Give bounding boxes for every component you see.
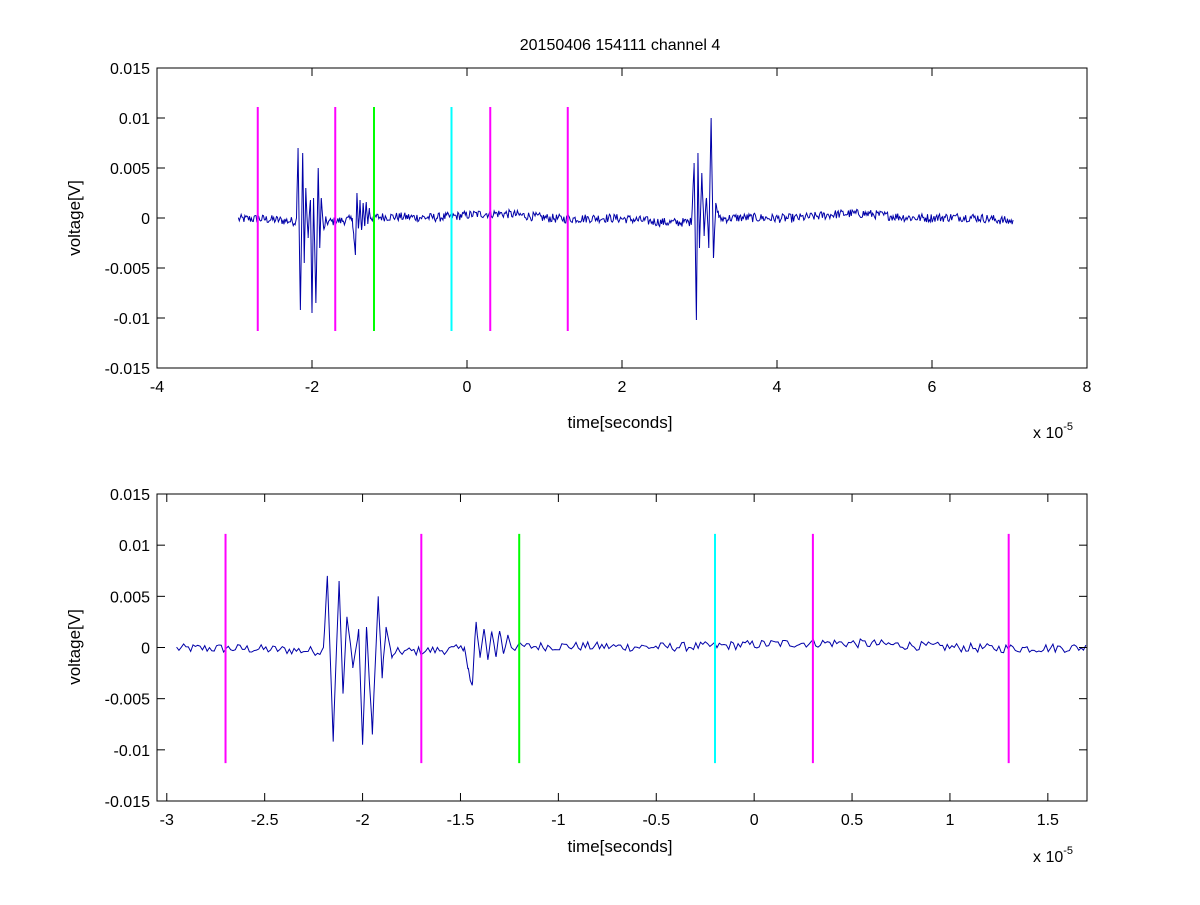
signal-line-top [237, 117, 1014, 321]
x-exponent-power-bottom: -5 [1063, 845, 1073, 857]
vline-group-bottom [224, 533, 1010, 764]
x-tick-label-bottom-4: -1 [551, 812, 565, 829]
x-tick-label-bottom-7: 0.5 [841, 812, 863, 829]
y-tick-label-bottom-0: -0.015 [105, 794, 150, 811]
vline-group-top [256, 107, 569, 331]
x-tick-label-bottom-6: 0 [750, 812, 759, 829]
yticks-bottom: -0.015 -0.01 -0.005 0 0.005 0.01 0.015 [105, 487, 1087, 811]
x-tick-label-bottom-0: -3 [160, 812, 174, 829]
x-tick-label-top-5: 6 [928, 379, 937, 396]
x-axis-label-bottom: time[seconds] [568, 837, 673, 856]
x-exponent-base-bottom: x 10 [1033, 849, 1063, 866]
y-tick-label-top-4: 0.005 [110, 161, 150, 178]
signal-line-bottom [176, 575, 1087, 745]
x-tick-label-top-0: -4 [150, 379, 164, 396]
y-tick-label-top-5: 0.01 [119, 111, 150, 128]
plot-bottom: -3 -2.5 -2 -1.5 -1 -0.5 0 0.5 1 1.5 -0.015-0.01-0… [65, 487, 1088, 866]
x-exponent-power-top: -5 [1063, 421, 1073, 433]
y-tick-label-bottom-3: 0 [141, 641, 150, 658]
x-tick-label-top-4: 4 [773, 379, 782, 396]
y-tick-label-top-2: -0.005 [105, 261, 150, 278]
x-tick-label-top-6: 8 [1083, 379, 1092, 396]
x-tick-label-top-1: -2 [305, 379, 319, 396]
y-tick-label-bottom-5: 0.01 [119, 538, 150, 555]
y-tick-label-bottom-4: 0.005 [110, 589, 150, 606]
figure-title: 20150406 154111 channel 4 [520, 37, 721, 54]
y-tick-label-bottom-1: -0.01 [114, 743, 151, 760]
x-exponent-base-top: x 10 [1033, 425, 1063, 442]
y-axis-label-top: voltage[V] [65, 180, 84, 256]
y-axis-label-bottom: voltage[V] [65, 609, 84, 685]
y-tick-label-top-6: 0.015 [110, 61, 150, 78]
x-tick-label-bottom-3: -1.5 [447, 812, 475, 829]
y-tick-label-bottom-6: 0.015 [110, 487, 150, 504]
x-axis-label-top: time[seconds] [568, 413, 673, 432]
signal-group-top [237, 117, 1014, 321]
x-tick-label-bottom-2: -2 [355, 812, 369, 829]
y-tick-label-top-0: -0.015 [105, 361, 150, 378]
x-tick-label-top-3: 2 [618, 379, 627, 396]
y-tick-label-bottom-2: -0.005 [105, 692, 150, 709]
x-tick-label-bottom-9: 1.5 [1037, 812, 1059, 829]
xticks-bottom: -3 -2.5 -2 -1.5 -1 -0.5 0 0.5 1 1.5 [160, 494, 1059, 829]
x-exponent-bottom: x 10-5 [1033, 845, 1073, 866]
plot-top: -4 -2 0 2 4 6 8 -0.015 -0.01 -0.005 0 0.005 0.01 0.0… [65, 61, 1092, 442]
x-tick-label-bottom-5: -0.5 [642, 812, 670, 829]
signal-group-bottom [176, 575, 1087, 745]
x-tick-label-bottom-8: 1 [945, 812, 954, 829]
y-tick-label-top-3: 0 [141, 211, 150, 228]
xticks-top: -4 -2 0 2 4 6 8 [150, 68, 1092, 396]
x-tick-label-top-2: 0 [463, 379, 472, 396]
y-tick-label-top-1: -0.01 [114, 311, 151, 328]
x-tick-label-bottom-1: -2.5 [251, 812, 279, 829]
yticks-top: -0.015 -0.01 -0.005 0 0.005 0.01 0.015 [105, 61, 1087, 378]
x-exponent-top: x 10-5 [1033, 421, 1073, 442]
